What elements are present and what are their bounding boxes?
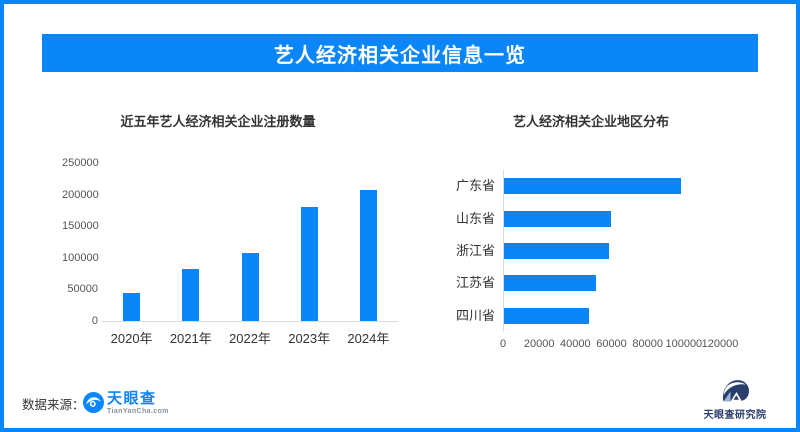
- y-axis-line: [503, 170, 504, 332]
- x-tick-label: 20000: [523, 338, 555, 350]
- y-tick-label: 100000: [62, 251, 99, 264]
- bar: [504, 243, 609, 259]
- tianyancha-logo-url: TianYanCha.com: [107, 408, 169, 415]
- bar: [504, 275, 597, 292]
- y-category-label: 四川省: [455, 307, 495, 323]
- x-tick-label: 60000: [596, 338, 627, 350]
- tianyancha-logo-name: 天眼查: [107, 390, 157, 407]
- bar: [300, 207, 318, 321]
- tianyancha-eye-icon: [83, 392, 104, 413]
- y-tick-label: 200000: [62, 188, 99, 201]
- region-chart-title: 艺人经济相关企业地区分布: [512, 114, 669, 129]
- tianyancha-logo: 天眼查 TianYanCha.com: [83, 391, 169, 415]
- tianyancha-logo-text: 天眼查 TianYanCha.com: [107, 390, 169, 416]
- y-tick-label: 50000: [67, 283, 98, 296]
- y-category-label: 广东省: [455, 178, 495, 194]
- bar: [504, 178, 682, 195]
- x-tick-label: 0: [499, 338, 507, 350]
- registration-chart-title: 近五年艺人经济相关企业注册数量: [120, 114, 316, 129]
- bar: [359, 189, 377, 321]
- y-category-label: 江苏省: [455, 275, 495, 291]
- bar: [241, 253, 259, 321]
- bar: [182, 269, 200, 321]
- x-category-label: 2024年: [347, 331, 390, 346]
- x-tick-label: 40000: [560, 338, 591, 350]
- research-institute-logo-icon: [722, 380, 749, 402]
- bar: [504, 210, 611, 227]
- page-title: 艺人经济相关企业信息一览: [274, 44, 526, 67]
- research-institute-logo: 天眼查研究院: [702, 378, 768, 421]
- x-tick-label: 120000: [701, 338, 739, 350]
- x-category-label: 2022年: [229, 331, 271, 346]
- x-category-label: 2023年: [288, 331, 331, 346]
- y-tick-label: 150000: [62, 220, 99, 233]
- x-category-label: 2021年: [169, 331, 212, 346]
- x-axis-line: [102, 321, 398, 322]
- x-tick-label: 80000: [632, 338, 663, 350]
- y-tick-label: 0: [91, 315, 98, 327]
- bar: [123, 292, 141, 321]
- data-source-label: 数据来源：: [22, 398, 85, 412]
- y-category-label: 浙江省: [455, 243, 495, 258]
- registration-chart-plot: 0 50000 100000 150000 200000 250000 2020年 2021年…: [62, 150, 407, 350]
- x-category-label: 2020年: [110, 331, 153, 346]
- page-title-banner: 艺人经济相关企业信息一览: [42, 34, 758, 72]
- region-chart-plot: 广东省山东省浙江省江苏省四川省 0 20000 40000 60000 80000 1000…: [445, 150, 755, 355]
- x-tick-label: 100000: [665, 338, 703, 350]
- y-category-label: 山东省: [455, 210, 495, 226]
- bar: [504, 307, 589, 324]
- research-institute-logo-name: 天眼查研究院: [703, 410, 767, 421]
- y-tick-label: 250000: [62, 157, 99, 169]
